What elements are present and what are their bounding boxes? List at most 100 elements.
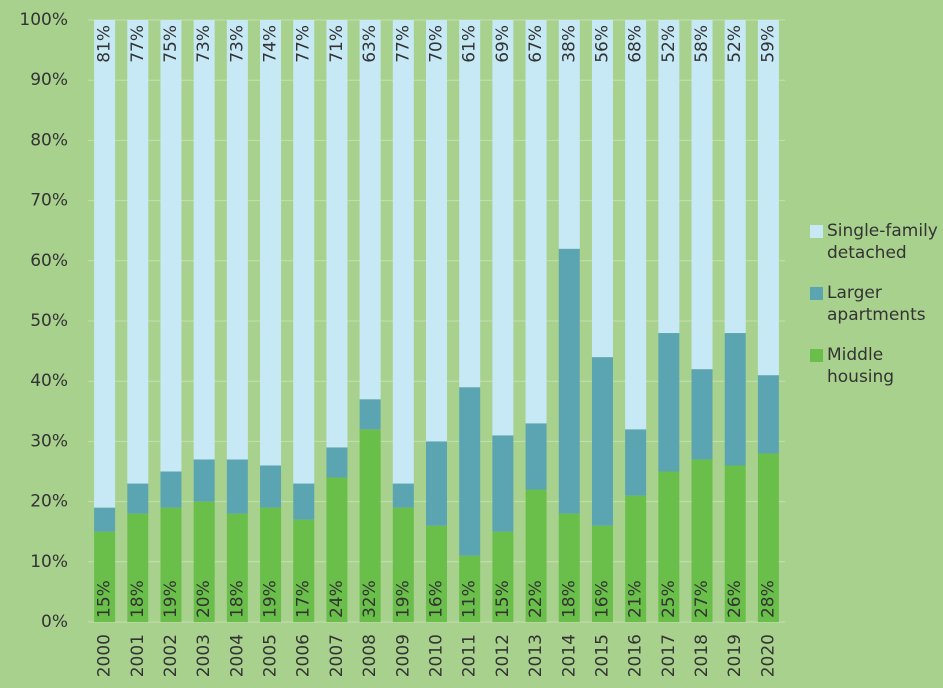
x-tick-label: 2004 (227, 634, 247, 677)
bar-segment (492, 531, 514, 622)
data-label: 70% (427, 25, 447, 63)
bar-segment (625, 20, 647, 430)
bar-segment (293, 483, 315, 520)
data-label: 52% (659, 25, 679, 63)
data-label: 67% (526, 25, 546, 63)
bar-segment (459, 20, 481, 388)
bar-segment (127, 513, 149, 622)
legend-label: Larger apartments (827, 283, 926, 325)
y-tick-label: 80% (30, 130, 68, 150)
data-label: 19% (393, 580, 413, 618)
data-label: 75% (161, 25, 181, 63)
data-label: 24% (327, 580, 347, 618)
bar-segment (193, 20, 215, 460)
bar-segment (691, 20, 713, 370)
data-label: 22% (526, 580, 546, 618)
y-tick-label: 90% (30, 70, 68, 90)
bar-segment (226, 459, 248, 514)
data-label: 73% (194, 25, 214, 63)
legend-swatch (810, 225, 823, 238)
bar-segment (392, 483, 414, 508)
data-label: 16% (592, 580, 612, 618)
x-tick-label: 2006 (294, 634, 314, 677)
bar-segment (658, 20, 680, 334)
x-tick-label: 2009 (393, 634, 413, 677)
data-label: 15% (95, 580, 115, 618)
data-label: 26% (725, 580, 745, 618)
data-label: 59% (758, 25, 778, 63)
y-tick-label: 20% (30, 492, 68, 512)
data-label: 77% (128, 25, 148, 63)
bar-segment (724, 465, 746, 622)
bar-segment (658, 471, 680, 622)
bar-segment (226, 513, 248, 622)
data-label: 19% (161, 580, 181, 618)
bar-segment (459, 555, 481, 622)
bar-segment (359, 20, 381, 400)
bar-segment (724, 333, 746, 466)
bar-segment (625, 429, 647, 496)
bar-segment (492, 20, 514, 436)
data-label: 18% (128, 580, 148, 618)
data-label: 63% (360, 25, 380, 63)
plot: 0% 10% 20% 30% 40% 50% 60% 70% 80% 90% 100% 2000 15%… (19, 10, 785, 677)
bar-segment (260, 465, 282, 508)
data-label: 32% (360, 580, 380, 618)
bar-segment (94, 20, 116, 508)
x-tick-label: 2000 (95, 634, 115, 677)
bar-segment (591, 525, 613, 622)
bar-segment (160, 471, 182, 508)
bar-segment (757, 453, 779, 622)
x-tick-label: 2016 (626, 634, 646, 677)
y-tick-label: 30% (30, 431, 68, 451)
y-tick-label: 60% (30, 251, 68, 271)
x-tick-label: 2003 (194, 634, 214, 677)
bar-segment (757, 375, 779, 454)
bar-segment (193, 459, 215, 502)
x-tick-label: 2014 (559, 634, 579, 677)
legend: Single-family detached Larger apartments M… (810, 220, 943, 406)
data-label: 15% (493, 580, 513, 618)
x-tick-label: 2002 (161, 634, 181, 677)
legend-item: Larger apartments (810, 282, 943, 326)
bar-segment (525, 489, 547, 622)
legend-item: Single-family detached (810, 220, 943, 264)
bar-segment (724, 20, 746, 334)
bar-segment (492, 435, 514, 532)
x-tick-label: 2001 (128, 634, 148, 677)
data-label: 77% (393, 25, 413, 63)
x-tick-label: 2008 (360, 634, 380, 677)
bar-segment (260, 507, 282, 622)
y-tick-label: 100% (19, 10, 68, 30)
data-label: 38% (559, 25, 579, 63)
data-label: 16% (427, 580, 447, 618)
bar-segment (392, 20, 414, 484)
x-tick-label: 2019 (725, 634, 745, 677)
bar-segment (558, 20, 580, 249)
data-label: 21% (626, 580, 646, 618)
bar-segment (392, 507, 414, 622)
bar-segment (691, 459, 713, 622)
bar-segment (359, 399, 381, 430)
data-label: 28% (758, 580, 778, 618)
y-tick-label: 40% (30, 371, 68, 391)
bar-segment (160, 507, 182, 622)
x-tick-label: 2018 (692, 634, 712, 677)
data-label: 11% (460, 580, 480, 618)
data-label: 18% (559, 580, 579, 618)
bar-segment (691, 369, 713, 460)
bar-segment (293, 20, 315, 484)
y-tick-label: 50% (30, 311, 68, 331)
x-tick-label: 2007 (327, 634, 347, 677)
y-tick-label: 0% (41, 612, 68, 632)
data-label: 25% (659, 580, 679, 618)
data-label: 19% (261, 580, 281, 618)
bar-segment (426, 525, 447, 622)
bar-segment (326, 20, 348, 448)
bar-segment (625, 495, 647, 622)
bar-segment (359, 429, 381, 622)
data-label: 18% (227, 580, 247, 618)
data-label: 58% (692, 25, 712, 63)
bar-segment (757, 20, 779, 376)
